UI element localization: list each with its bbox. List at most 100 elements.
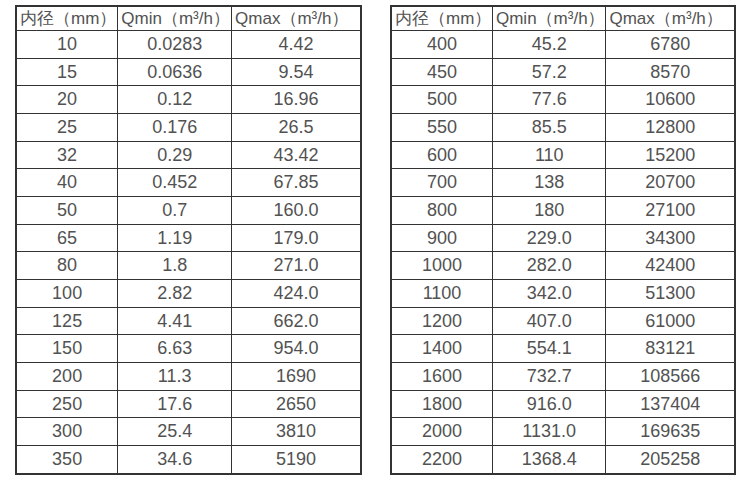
cell: 10 xyxy=(16,31,118,59)
column-header: 内径（mm） xyxy=(391,6,492,31)
cell: 250 xyxy=(16,390,118,418)
cell: 45.2 xyxy=(492,31,606,59)
cell: 732.7 xyxy=(492,363,606,391)
cell: 700 xyxy=(391,169,492,197)
cell: 4.41 xyxy=(118,307,232,335)
table-body: 40045.2678045057.2857050077.61060055085.… xyxy=(391,31,735,475)
cell: 150 xyxy=(16,335,118,363)
table-row: 100.02834.42 xyxy=(16,31,361,59)
cell: 4.42 xyxy=(232,31,361,59)
cell: 61000 xyxy=(606,307,735,335)
cell: 350 xyxy=(16,446,118,474)
table-row: 22001368.4205258 xyxy=(391,446,735,474)
cell: 27100 xyxy=(606,197,735,225)
table-row: 900229.034300 xyxy=(391,224,735,252)
cell: 2000 xyxy=(391,418,492,446)
table-row: 320.2943.42 xyxy=(16,141,361,169)
cell: 450 xyxy=(391,58,492,86)
table-row: 1200407.061000 xyxy=(391,307,735,335)
cell: 15 xyxy=(16,58,118,86)
cell: 0.0636 xyxy=(118,58,232,86)
cell: 8570 xyxy=(606,58,735,86)
cell: 10600 xyxy=(606,86,735,114)
cell: 40 xyxy=(16,169,118,197)
table-row: 45057.28570 xyxy=(391,58,735,86)
cell: 110 xyxy=(492,141,606,169)
cell: 900 xyxy=(391,224,492,252)
cell: 300 xyxy=(16,418,118,446)
cell: 25 xyxy=(16,114,118,142)
cell: 26.5 xyxy=(232,114,361,142)
cell: 65 xyxy=(16,224,118,252)
cell: 1131.0 xyxy=(492,418,606,446)
cell: 0.29 xyxy=(118,141,232,169)
cell: 5190 xyxy=(232,446,361,474)
table-row: 内径（mm）Qmin（m³/h）Qmax（m³/h） xyxy=(391,6,735,31)
table-row: 1600732.7108566 xyxy=(391,363,735,391)
cell: 138 xyxy=(492,169,606,197)
table-row: 1100342.051300 xyxy=(391,280,735,308)
cell: 77.6 xyxy=(492,86,606,114)
column-header: Qmax（m³/h） xyxy=(232,6,361,31)
table-row: 20001131.0169635 xyxy=(391,418,735,446)
cell: 600 xyxy=(391,141,492,169)
column-header: Qmin（m³/h） xyxy=(118,6,232,31)
cell: 554.1 xyxy=(492,335,606,363)
cell: 57.2 xyxy=(492,58,606,86)
table-row: 内径（mm）Qmin（m³/h）Qmax（m³/h） xyxy=(16,6,361,31)
cell: 51300 xyxy=(606,280,735,308)
table-row: 80018027100 xyxy=(391,197,735,225)
cell: 25.4 xyxy=(118,418,232,446)
cell: 500 xyxy=(391,86,492,114)
cell: 407.0 xyxy=(492,307,606,335)
cell: 1000 xyxy=(391,252,492,280)
cell: 108566 xyxy=(606,363,735,391)
table-row: 801.8271.0 xyxy=(16,252,361,280)
table-body: 100.02834.42150.06369.54200.1216.96250.1… xyxy=(16,31,361,475)
cell: 11.3 xyxy=(118,363,232,391)
cell: 1690 xyxy=(232,363,361,391)
cell: 550 xyxy=(391,114,492,142)
column-header: Qmin（m³/h） xyxy=(492,6,606,31)
table-row: 1400554.183121 xyxy=(391,335,735,363)
table-header-row: 内径（mm）Qmin（m³/h）Qmax（m³/h） xyxy=(16,6,361,31)
table-row: 30025.43810 xyxy=(16,418,361,446)
table-row: 1506.63954.0 xyxy=(16,335,361,363)
cell: 1200 xyxy=(391,307,492,335)
table-row: 1254.41662.0 xyxy=(16,307,361,335)
table-row: 250.17626.5 xyxy=(16,114,361,142)
cell: 67.85 xyxy=(232,169,361,197)
table-row: 35034.65190 xyxy=(16,446,361,474)
cell: 2.82 xyxy=(118,280,232,308)
cell: 2650 xyxy=(232,390,361,418)
cell: 34300 xyxy=(606,224,735,252)
cell: 34.6 xyxy=(118,446,232,474)
table-row: 200.1216.96 xyxy=(16,86,361,114)
cell: 282.0 xyxy=(492,252,606,280)
cell: 20700 xyxy=(606,169,735,197)
cell: 662.0 xyxy=(232,307,361,335)
table-row: 150.06369.54 xyxy=(16,58,361,86)
table-row: 20011.31690 xyxy=(16,363,361,391)
cell: 169635 xyxy=(606,418,735,446)
cell: 20 xyxy=(16,86,118,114)
flow-table-right: 内径（mm）Qmin（m³/h）Qmax（m³/h） 40045.2678045… xyxy=(390,5,736,475)
table-row: 50077.610600 xyxy=(391,86,735,114)
table-header-row: 内径（mm）Qmin（m³/h）Qmax（m³/h） xyxy=(391,6,735,31)
cell: 16.96 xyxy=(232,86,361,114)
cell: 1.8 xyxy=(118,252,232,280)
cell: 180 xyxy=(492,197,606,225)
table-row: 70013820700 xyxy=(391,169,735,197)
table-row: 40045.26780 xyxy=(391,31,735,59)
table-row: 400.45267.85 xyxy=(16,169,361,197)
cell: 0.176 xyxy=(118,114,232,142)
cell: 916.0 xyxy=(492,390,606,418)
cell: 15200 xyxy=(606,141,735,169)
page: 内径（mm）Qmin（m³/h）Qmax（m³/h） 100.02834.421… xyxy=(0,0,750,483)
table-row: 25017.62650 xyxy=(16,390,361,418)
cell: 424.0 xyxy=(232,280,361,308)
cell: 100 xyxy=(16,280,118,308)
table-row: 60011015200 xyxy=(391,141,735,169)
cell: 800 xyxy=(391,197,492,225)
cell: 0.452 xyxy=(118,169,232,197)
